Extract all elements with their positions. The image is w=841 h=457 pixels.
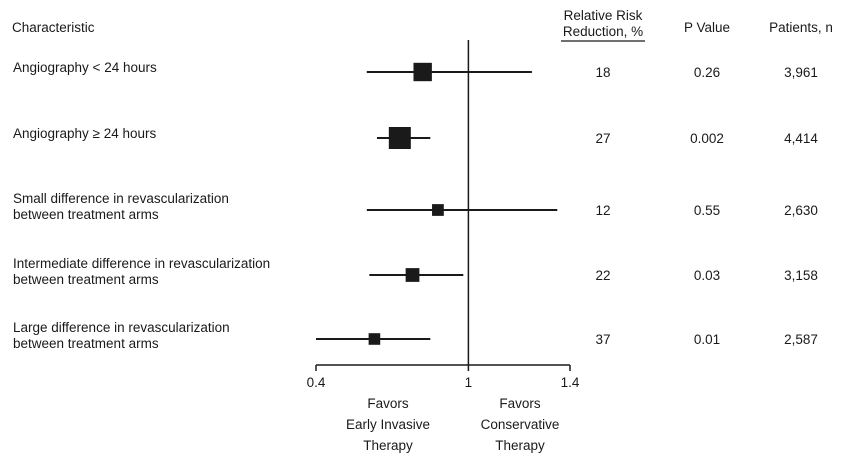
favors-right-label: Favors <box>499 396 541 411</box>
point-estimate-marker <box>413 62 432 82</box>
favors-left-label: Early Invasive <box>346 417 430 432</box>
header-patients: Patients, n <box>769 20 833 35</box>
rrr-value: 12 <box>595 203 610 218</box>
patients-value: 4,414 <box>784 131 818 146</box>
patients-value: 3,158 <box>784 268 818 283</box>
p-value: 0.55 <box>694 203 720 218</box>
favors-left-label: Therapy <box>363 438 413 453</box>
row-label: Angiography < 24 hours <box>13 60 157 75</box>
rrr-value: 22 <box>595 268 610 283</box>
patients-value: 2,630 <box>784 203 818 218</box>
p-value: 0.03 <box>694 268 720 283</box>
favors-right-label: Conservative <box>481 417 560 432</box>
point-estimate-marker <box>368 333 381 345</box>
header-rrr-line1: Relative Risk <box>564 8 643 23</box>
forest-rows: Angiography < 24 hours 18 0.26 3,961 Angiogr… <box>13 60 818 351</box>
row-label: Small difference in revascularization <box>13 191 229 206</box>
header-rrr-line2: Reduction, % <box>563 24 643 39</box>
row-label: Angiography ≥ 24 hours <box>13 126 157 141</box>
x-tick-label: 0.4 <box>307 375 326 390</box>
x-tick-label: 1 <box>465 375 473 390</box>
x-axis: 0.4 1 1.4 <box>307 40 580 390</box>
p-value: 0.01 <box>694 332 720 347</box>
row-label: between treatment arms <box>13 207 159 222</box>
row-label: between treatment arms <box>13 272 159 287</box>
rrr-value: 37 <box>595 332 610 347</box>
point-estimate-marker <box>432 204 444 216</box>
patients-value: 3,961 <box>784 65 818 80</box>
row-label: Large difference in revascularization <box>13 320 230 335</box>
row-label: Intermediate difference in revasculariza… <box>13 256 270 271</box>
p-value: 0.26 <box>694 65 720 80</box>
point-estimate-marker <box>405 268 420 282</box>
favors-left-label: Favors <box>367 396 409 411</box>
header-characteristic: Characteristic <box>12 20 95 35</box>
favors-right-label: Therapy <box>495 438 545 453</box>
p-value: 0.002 <box>690 131 724 146</box>
favors-labels: Favors Early Invasive Therapy Favors Conserv… <box>346 396 559 453</box>
header-p-value: P Value <box>684 20 730 35</box>
row-label: between treatment arms <box>13 336 159 351</box>
x-tick-label: 1.4 <box>561 375 580 390</box>
rrr-value: 27 <box>595 131 610 146</box>
patients-value: 2,587 <box>784 332 818 347</box>
point-estimate-marker <box>388 127 411 149</box>
rrr-value: 18 <box>595 65 610 80</box>
